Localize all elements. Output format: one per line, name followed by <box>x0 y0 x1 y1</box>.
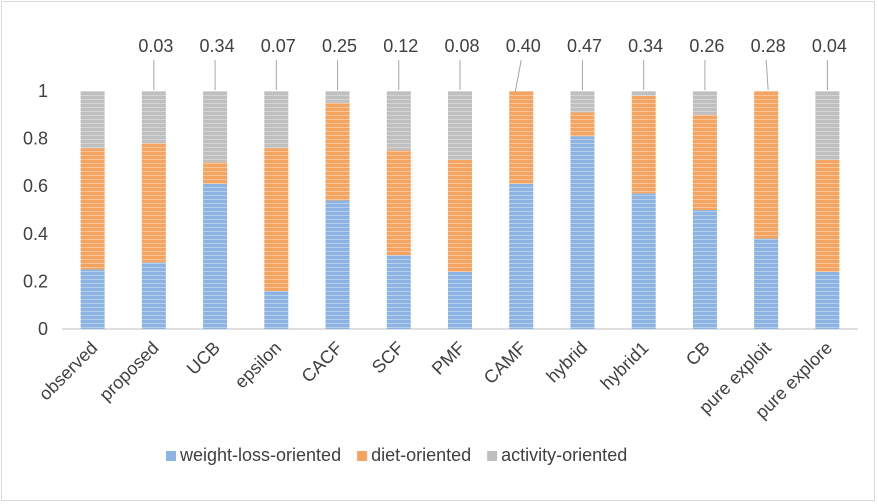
legend-swatch <box>166 451 176 461</box>
bar-segment <box>203 183 228 329</box>
bar-top-label: 0.25 <box>322 36 357 56</box>
x-tick-label: PMF <box>428 338 469 379</box>
y-tick-label: 0 <box>38 319 48 339</box>
bar-segment <box>692 210 717 329</box>
bar-top-label: 0.40 <box>506 36 541 56</box>
bar-segment <box>203 91 228 163</box>
legend-label: activity-oriented <box>501 445 627 465</box>
x-tick-label: CACF <box>298 338 347 387</box>
bar-segment <box>754 238 779 329</box>
bar-segment <box>448 271 472 329</box>
y-tick-label: 0.4 <box>23 224 48 244</box>
bar-top-label: 0.04 <box>812 36 847 56</box>
x-tick-label: epsilon <box>231 338 285 392</box>
y-tick-label: 0.2 <box>23 271 48 291</box>
x-tick-label: observed <box>35 338 102 405</box>
x-tick-label: CAMF <box>480 338 530 388</box>
x-tick-label: proposed <box>95 338 162 405</box>
bar-segment <box>141 262 166 329</box>
label-leader-line <box>765 59 769 91</box>
x-tick-label: UCB <box>183 338 224 379</box>
bar-segment <box>325 200 350 329</box>
bar-segment <box>815 160 840 272</box>
bar-segment <box>264 148 289 291</box>
bar-segment <box>80 148 105 270</box>
bar-segment <box>264 91 289 149</box>
bar-segment <box>448 160 472 272</box>
bar-segment <box>631 91 656 96</box>
bar-top-label: 0.26 <box>689 36 724 56</box>
bar-segment <box>325 91 350 103</box>
x-tick-label: SCF <box>368 338 408 378</box>
label-leader-line <box>514 59 522 93</box>
y-tick-label: 1 <box>38 81 48 101</box>
bar-top-label: 0.28 <box>751 36 786 56</box>
bar-top-label: 0.07 <box>261 36 296 56</box>
bar-segment <box>264 290 289 329</box>
x-tick-label: hybrid <box>542 338 591 387</box>
bar-segment <box>141 143 166 263</box>
bar-top-label: 0.47 <box>567 36 602 56</box>
bar-top-label: 0.03 <box>138 36 173 56</box>
bar-segment <box>509 183 534 329</box>
bar-segment <box>631 95 656 194</box>
bar-segment <box>570 112 595 137</box>
bar-segment <box>386 255 411 329</box>
y-tick-label: 0.6 <box>23 176 48 196</box>
bar-segment <box>386 150 411 256</box>
bar-segment <box>815 271 840 329</box>
bar-segment <box>325 102 350 201</box>
bar-segment <box>570 136 595 329</box>
bar-segment <box>815 91 840 161</box>
bar-segment <box>80 91 105 149</box>
bar-segment <box>570 91 595 113</box>
bar-segment <box>631 193 656 329</box>
bar-top-label: 0.34 <box>628 36 663 56</box>
x-tick-label: CB <box>682 338 714 370</box>
bar-segment <box>754 91 779 239</box>
bar-top-label: 0.12 <box>383 36 418 56</box>
bar-segment <box>448 91 472 161</box>
bar-segment <box>692 91 717 115</box>
bar-top-label: 0.08 <box>444 36 479 56</box>
bar-segment <box>692 114 717 210</box>
legend-label: weight-loss-oriented <box>179 445 341 465</box>
bar-segment <box>141 91 166 144</box>
bar-top-label: 0.34 <box>200 36 235 56</box>
bar-segment <box>509 91 534 184</box>
legend-swatch <box>487 451 498 461</box>
x-tick-label: hybrid1 <box>597 338 653 394</box>
bar-segment <box>386 91 411 151</box>
bar-segment <box>80 269 105 329</box>
y-tick-label: 0.8 <box>23 129 48 149</box>
legend-swatch <box>357 451 368 461</box>
bar-segment <box>203 162 228 184</box>
legend-label: diet-oriented <box>371 445 471 465</box>
